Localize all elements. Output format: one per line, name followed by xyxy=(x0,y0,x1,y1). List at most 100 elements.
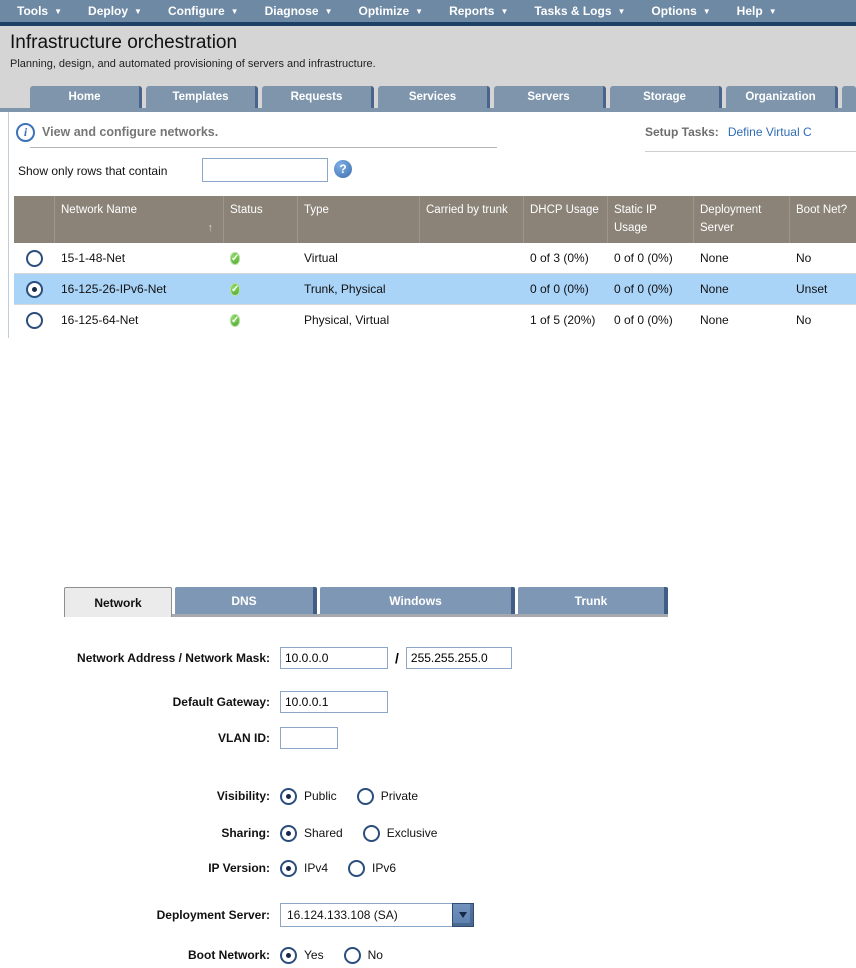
column-label: Boot Net? xyxy=(796,204,848,216)
menu-configure[interactable]: Configure ▼ xyxy=(155,0,252,22)
column-label: Status xyxy=(230,204,263,216)
detail-tab-label: DNS xyxy=(231,593,257,608)
radio-button[interactable] xyxy=(280,859,297,877)
row-radio[interactable] xyxy=(26,280,43,298)
column-label: DHCP Usage xyxy=(530,204,599,216)
header-cell-boot[interactable]: Boot Net? xyxy=(790,196,856,243)
tab-requests[interactable]: Requests xyxy=(262,86,374,108)
cell-boot-net: Unset xyxy=(796,282,828,296)
cell-static-ip-usage: 0 of 0 (0%) xyxy=(614,313,673,327)
menu-options[interactable]: Options ▼ xyxy=(638,0,723,22)
menu-item-label: Tools xyxy=(17,4,49,18)
tab-label: Home xyxy=(68,91,101,103)
menu-optimize[interactable]: Optimize ▼ xyxy=(346,0,437,22)
network-address-input[interactable] xyxy=(280,647,388,669)
radio-option-no[interactable]: No xyxy=(343,946,383,964)
ip-version-radio-group: IPv4 IPv6 xyxy=(280,859,408,877)
tab-organization[interactable]: Organization xyxy=(726,86,838,108)
tab-label: Organization xyxy=(745,91,816,103)
detail-tab-network[interactable]: Network xyxy=(64,587,172,617)
cell-boot-net: No xyxy=(796,313,812,327)
status-ok-icon: ✓ xyxy=(230,314,241,327)
radio-button[interactable] xyxy=(280,946,297,964)
tab-services[interactable]: Services xyxy=(378,86,490,108)
menu-reports[interactable]: Reports ▼ xyxy=(436,0,521,22)
header-cell-type[interactable]: Type xyxy=(298,196,420,243)
menu-item-label: Optimize xyxy=(358,4,410,18)
info-icon: i xyxy=(16,123,35,142)
tab-storage[interactable]: Storage xyxy=(610,86,722,108)
radio-option-private[interactable]: Private xyxy=(356,787,418,805)
radio-button[interactable] xyxy=(362,824,380,842)
radio-button[interactable] xyxy=(348,859,366,877)
radio-button[interactable] xyxy=(356,787,374,805)
detail-tab-underline xyxy=(64,614,668,617)
row-radio[interactable] xyxy=(26,249,43,267)
detail-tab-trunk[interactable]: Trunk xyxy=(518,587,668,614)
row-select-cell xyxy=(14,311,55,329)
tab-servers[interactable]: Servers xyxy=(494,86,606,108)
table-row[interactable]: 15-1-48-Net ✓ Virtual 0 of 3 (0%) 0 of 0 (0%… xyxy=(14,243,856,273)
radio-option-label: No xyxy=(367,948,383,962)
network-mask-input[interactable] xyxy=(405,647,512,669)
menu-diagnose[interactable]: Diagnose ▼ xyxy=(252,0,346,22)
header-cell-dhcp[interactable]: DHCP Usage xyxy=(524,196,608,243)
detail-tab-dns[interactable]: DNS xyxy=(175,587,317,614)
column-label: Deployment Server xyxy=(700,204,762,234)
radio-button[interactable] xyxy=(280,787,297,805)
default-gateway-input[interactable] xyxy=(280,691,388,713)
radio-option-ipv4[interactable]: IPv4 xyxy=(280,859,328,877)
tab-templates[interactable]: Templates xyxy=(146,86,258,108)
detail-tab-windows[interactable]: Windows xyxy=(320,587,515,614)
help-icon[interactable]: ? xyxy=(334,160,352,178)
filter-input[interactable] xyxy=(202,158,328,182)
boot-network-row: Boot Network: Yes No xyxy=(40,943,395,967)
radio-dot xyxy=(286,793,291,799)
dropdown-arrow-button[interactable] xyxy=(452,903,474,927)
tab-partial[interactable] xyxy=(842,86,856,108)
header-cell-status[interactable]: Status xyxy=(224,196,298,243)
deployment-server-select[interactable]: 16.124.133.108 (SA) xyxy=(280,903,474,927)
cell-boot-net: No xyxy=(796,251,812,265)
radio-button[interactable] xyxy=(343,946,361,964)
cell-type: Physical, Virtual xyxy=(304,313,390,327)
menu-help[interactable]: Help ▼ xyxy=(724,0,790,22)
radio-button[interactable] xyxy=(280,824,297,842)
caret-down-icon: ▼ xyxy=(617,6,626,16)
row-radio[interactable] xyxy=(26,311,43,329)
vlan-id-input[interactable] xyxy=(280,727,338,749)
table-row[interactable]: 16-125-26-IPv6-Net ✓ Trunk, Physical 0 of 0… xyxy=(14,273,856,304)
ip-version-label: IP Version: xyxy=(208,861,270,875)
radio-option-shared[interactable]: Shared xyxy=(280,824,343,842)
row-select-cell xyxy=(14,249,55,267)
radio-dot xyxy=(32,286,37,292)
tab-label: Requests xyxy=(290,91,343,103)
radio-option-ipv6[interactable]: IPv6 xyxy=(348,859,396,877)
deployment-server-value: 16.124.133.108 (SA) xyxy=(280,903,452,927)
tab-home[interactable]: Home xyxy=(30,86,142,108)
header-cell-server[interactable]: Deployment Server xyxy=(694,196,790,243)
menu-tasks-logs[interactable]: Tasks & Logs ▼ xyxy=(521,0,638,22)
header-cell-trunk[interactable]: Carried by trunk xyxy=(420,196,524,243)
radio-option-exclusive[interactable]: Exclusive xyxy=(362,824,438,842)
caret-down-icon: ▼ xyxy=(230,6,239,16)
tab-label: Services xyxy=(408,91,457,103)
table-row[interactable]: 16-125-64-Net ✓ Physical, Virtual 1 of 5 (2… xyxy=(14,304,856,335)
ip-version-row: IP Version: IPv4 IPv6 xyxy=(40,856,408,880)
boot-network-radio-group: Yes No xyxy=(280,946,395,964)
default-gateway-label: Default Gateway: xyxy=(172,695,270,709)
menu-tools[interactable]: Tools ▼ xyxy=(4,0,75,22)
radio-option-label: Exclusive xyxy=(386,826,438,840)
setup-tasks-link[interactable]: Define Virtual C xyxy=(727,125,812,139)
visibility-radio-group: Public Private xyxy=(280,787,430,805)
radio-option-yes[interactable]: Yes xyxy=(280,946,324,964)
column-label: Type xyxy=(304,204,329,216)
header-cell-name[interactable]: Network Name ↑ xyxy=(55,196,224,243)
vlan-id-label: VLAN ID: xyxy=(218,731,270,745)
caret-down-icon: ▼ xyxy=(134,6,142,16)
cell-status: ✓ xyxy=(224,250,298,266)
radio-option-public[interactable]: Public xyxy=(280,787,337,805)
cell-status: ✓ xyxy=(224,312,298,328)
header-cell-static[interactable]: Static IP Usage xyxy=(608,196,694,243)
menu-deploy[interactable]: Deploy ▼ xyxy=(75,0,155,22)
